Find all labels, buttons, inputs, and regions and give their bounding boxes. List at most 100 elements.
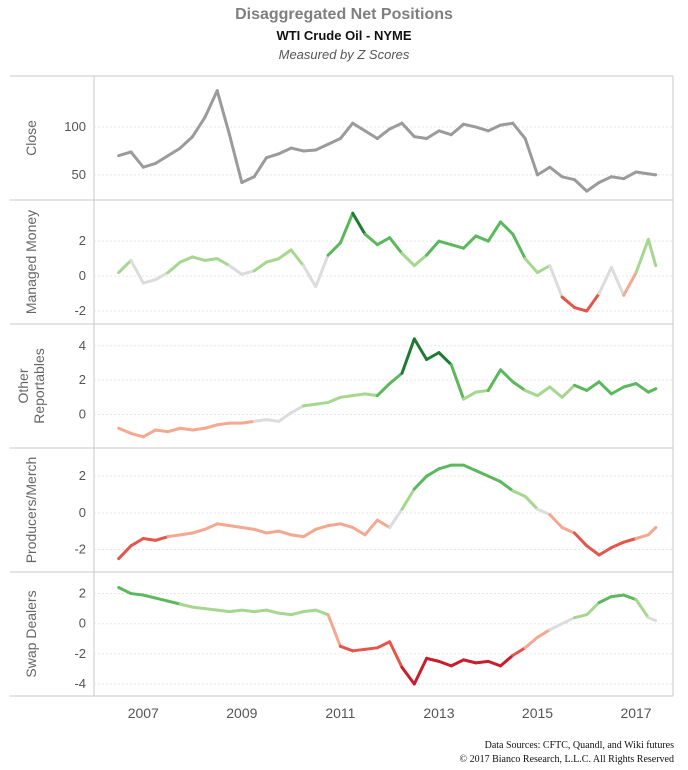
series-segment <box>437 463 453 471</box>
series-segment <box>437 129 453 137</box>
series-segment <box>129 258 145 285</box>
series-segment <box>117 544 133 561</box>
series-segment <box>141 537 158 542</box>
series-segment <box>264 608 281 615</box>
series-segment <box>252 527 268 535</box>
series-segment <box>351 392 367 398</box>
series-segment <box>228 264 244 276</box>
y-tick-label: 0 <box>79 407 86 422</box>
series-segment <box>326 613 342 648</box>
series-segment <box>301 402 318 408</box>
series-segment <box>646 387 658 394</box>
series-segment <box>289 533 305 539</box>
series-segment <box>486 220 503 243</box>
series-segment <box>141 428 158 439</box>
series-segment <box>462 390 478 401</box>
series-segment <box>351 526 367 537</box>
series-segment <box>634 170 650 176</box>
y-tick-label: 2 <box>79 468 86 483</box>
series-segment <box>166 260 182 275</box>
series-segment <box>548 165 564 179</box>
x-tick-label: 2007 <box>128 705 159 721</box>
series-segment <box>523 635 539 650</box>
y-tick-label: 0 <box>79 616 86 631</box>
series-segment <box>585 601 601 617</box>
series-segment <box>597 595 613 605</box>
series-segment <box>486 368 503 392</box>
series-segment <box>511 380 527 392</box>
y-tick-label: 4 <box>79 338 86 353</box>
series-segment <box>154 535 170 542</box>
series-segment <box>363 646 379 651</box>
series-segment <box>572 613 589 620</box>
series-segment <box>289 404 305 415</box>
series-segment <box>425 656 441 663</box>
series-segment <box>289 248 305 268</box>
y-tick-label: 100 <box>64 119 86 134</box>
series-segment <box>462 234 478 250</box>
chart-title: Disaggregated Net Positions <box>235 6 453 23</box>
series-segment <box>560 616 576 626</box>
series-segment <box>400 487 416 511</box>
series-segment <box>277 146 293 156</box>
series-segment <box>240 419 256 425</box>
y-tick-label: 2 <box>79 586 86 601</box>
series-segment <box>572 531 589 548</box>
series-segment <box>117 258 133 275</box>
x-tick-label: 2017 <box>620 705 651 721</box>
chart-note: Measured by Z Scores <box>278 47 410 62</box>
series-segment <box>560 295 576 310</box>
series-segment <box>400 337 416 375</box>
series-segment <box>277 411 293 423</box>
series-segment <box>117 150 133 158</box>
series-segment <box>597 175 613 185</box>
series-segment <box>178 602 195 609</box>
series-segment <box>129 431 145 439</box>
series-segment <box>166 146 182 158</box>
series-segment <box>462 122 478 129</box>
y-tick-label: 2 <box>79 372 86 387</box>
series-segment <box>363 518 379 537</box>
series-segment <box>486 123 503 133</box>
series-segment <box>474 659 490 665</box>
series-segment <box>351 647 367 653</box>
series-segment <box>301 264 318 289</box>
series-segment <box>215 257 232 268</box>
series-segment <box>486 659 503 668</box>
series-segment <box>425 351 441 361</box>
series-segment <box>412 474 429 491</box>
series-segment <box>597 380 613 396</box>
y-tick-label: -4 <box>74 676 86 691</box>
series-segment <box>215 522 232 528</box>
series-segment <box>191 605 207 611</box>
series-segment <box>523 137 539 177</box>
series-segment <box>338 121 355 141</box>
series-segment <box>462 463 478 473</box>
series-segment <box>499 653 515 668</box>
series-segment <box>560 383 576 399</box>
series-segment <box>585 380 601 392</box>
series-segment <box>412 337 429 361</box>
series-segment <box>412 135 429 141</box>
series-segment <box>634 237 650 275</box>
series-segment <box>499 368 515 384</box>
series-segment <box>203 607 219 612</box>
series-segment <box>166 599 182 606</box>
series-segment <box>252 608 268 614</box>
series-segment <box>141 278 158 285</box>
x-tick-label: 2013 <box>423 705 454 721</box>
series-segment <box>535 507 552 517</box>
series-segment <box>646 616 658 623</box>
series-segment <box>301 148 318 153</box>
series-segment <box>277 529 293 537</box>
series-segment <box>622 170 638 181</box>
credits-copyright: © 2017 Bianco Research, L.L.C. All Right… <box>459 754 674 765</box>
series-segment <box>129 592 145 597</box>
series-segment <box>622 271 638 297</box>
series-segment <box>474 125 490 133</box>
series-segment <box>154 271 170 282</box>
series-segment <box>634 533 650 540</box>
series-segment <box>191 527 207 535</box>
series-segment <box>228 608 244 614</box>
